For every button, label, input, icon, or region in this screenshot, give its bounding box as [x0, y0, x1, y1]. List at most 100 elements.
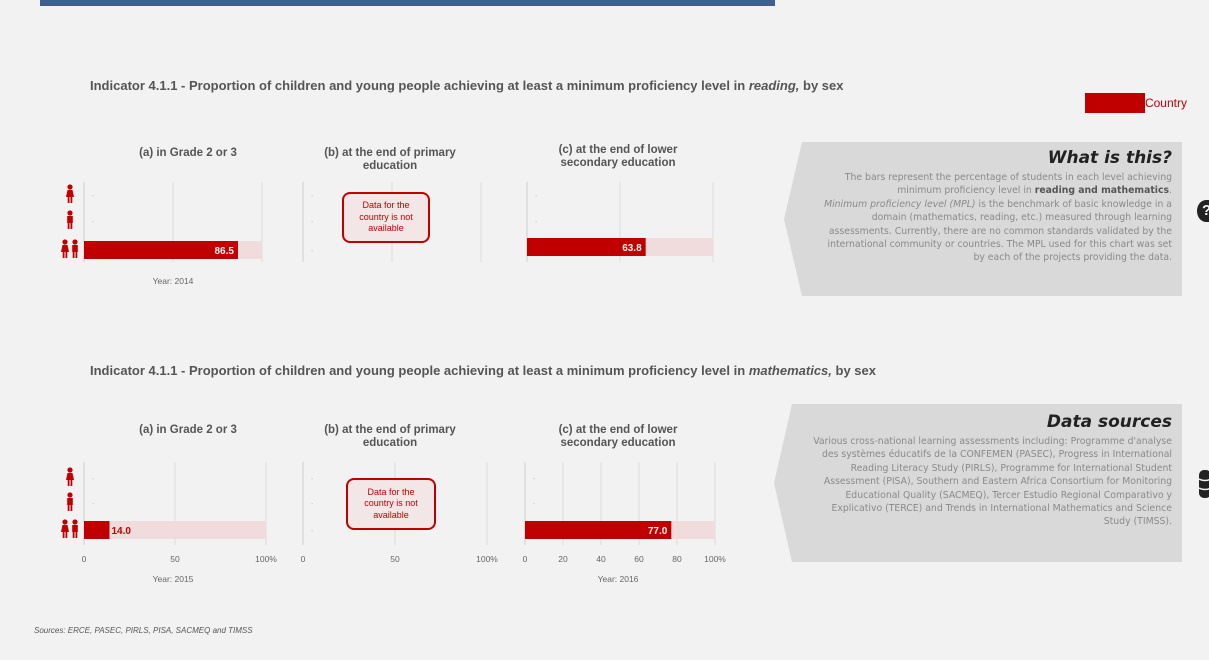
reading-indicator-title: Indicator 4.1.1 - Proportion of children… [90, 78, 844, 93]
tick-label: 0 [301, 554, 306, 564]
tick-label: 60 [634, 554, 644, 564]
legend-label: Country [1144, 96, 1187, 110]
chart-title: (c) at the end of lower [559, 144, 678, 156]
tick-label: 100% [255, 554, 277, 564]
male-icon [67, 210, 73, 229]
year-label: Year: 2014 [153, 276, 194, 286]
sources-panel: Data sources Various cross-national lear… [774, 404, 1182, 562]
no-value-dash: - [535, 219, 538, 226]
person-leg [65, 532, 68, 538]
legend: Country [1084, 93, 1187, 113]
info-panel-title: What is this? [1047, 148, 1172, 168]
bar-value-label: 86.5 [215, 246, 235, 257]
chart-title: education [363, 437, 417, 449]
info-panel-text: The bars represent the percentage of stu… [824, 172, 1172, 264]
no-value-dash: - [533, 501, 536, 508]
person-leg [70, 223, 73, 229]
female-icon [66, 467, 74, 486]
tick-label: 0 [523, 554, 528, 564]
person-head [72, 519, 78, 525]
bar-both [525, 521, 672, 539]
person-head [67, 492, 73, 498]
person-head [67, 467, 73, 473]
no-value-dash: - [311, 248, 314, 255]
person-leg [67, 197, 70, 203]
bar-both [84, 521, 110, 539]
no-value-dash: - [311, 219, 314, 226]
person-leg [75, 252, 78, 258]
sources-panel-text: Various cross-national learning assessme… [813, 436, 1172, 528]
no-value-dash: - [92, 193, 95, 200]
person-body [61, 525, 69, 532]
no-value-dash: - [311, 528, 314, 535]
bar-background [84, 521, 266, 539]
tick-label: 40 [596, 554, 606, 564]
chart-title: secondary education [560, 437, 675, 449]
person-head [62, 239, 68, 245]
no-value-dash: - [535, 193, 538, 200]
person-leg [62, 252, 65, 258]
no-value-dash: - [92, 219, 95, 226]
both-icon [61, 519, 78, 538]
person-body [72, 525, 78, 532]
chart-title: (a) in Grade 2 or 3 [139, 424, 237, 436]
bar-value-label: 63.8 [622, 243, 642, 254]
no-value-dash: - [311, 501, 314, 508]
no-value-dash: - [533, 476, 536, 483]
sources-panel-title: Data sources [1046, 412, 1172, 432]
person-leg [67, 480, 70, 486]
person-leg [62, 532, 65, 538]
chart-title: (a) in Grade 2 or 3 [139, 147, 237, 159]
top-banner-bar [40, 0, 775, 6]
no-value-dash: - [311, 193, 314, 200]
person-leg [65, 252, 68, 258]
tick-label: 50 [170, 554, 180, 564]
male-icon [67, 492, 73, 511]
tick-label: 100% [704, 554, 726, 564]
no-value-dash: - [311, 476, 314, 483]
person-body [67, 498, 73, 505]
person-leg [72, 532, 75, 538]
no-value-dash: - [92, 476, 95, 483]
chart-title: (b) at the end of primary [324, 424, 456, 436]
info-panel: What is this? The bars represent the per… [784, 142, 1182, 296]
year-label: Year: 2015 [153, 574, 194, 584]
bar-value-label: 14.0 [111, 526, 131, 537]
no-data-notice-math: Data for the country is not available [346, 478, 436, 530]
tick-label: 80 [672, 554, 682, 564]
chart-title: (c) at the end of lower [559, 424, 678, 436]
person-leg [67, 223, 70, 229]
year-label: Year: 2016 [598, 574, 639, 584]
both-icon [61, 239, 78, 258]
person-head [62, 519, 68, 525]
person-body [66, 473, 74, 480]
no-data-notice-reading: Data for the country is not available [342, 192, 430, 243]
chart-title: secondary education [560, 157, 675, 169]
sources-note: Sources: ERCE, PASEC, PIRLS, PISA, SACME… [34, 626, 253, 635]
bar-both [84, 241, 238, 259]
person-head [67, 184, 73, 190]
tick-label: 20 [558, 554, 568, 564]
chart-title: (b) at the end of primary [324, 147, 456, 159]
tick-label: 50 [390, 554, 400, 564]
person-leg [70, 505, 73, 511]
person-body [67, 216, 73, 223]
bar-both [527, 238, 646, 256]
chart-title: education [363, 160, 417, 172]
database-icon[interactable] [1199, 470, 1209, 498]
person-body [66, 190, 74, 197]
person-leg [67, 505, 70, 511]
person-leg [72, 252, 75, 258]
person-leg [75, 532, 78, 538]
person-head [67, 210, 73, 216]
charts-canvas: (a) in Grade 2 or 3 - - 86.5 Year: 2014 (b) a… [61, 144, 726, 584]
person-body [61, 245, 69, 252]
female-icon [66, 184, 74, 203]
person-leg [70, 197, 73, 203]
mathematics-indicator-title: Indicator 4.1.1 - Proportion of children… [90, 363, 876, 378]
person-leg [70, 480, 73, 486]
person-head [72, 239, 78, 245]
question-icon[interactable]: ? [1197, 200, 1209, 222]
legend-swatch [1084, 93, 1145, 113]
no-value-dash: - [92, 501, 95, 508]
